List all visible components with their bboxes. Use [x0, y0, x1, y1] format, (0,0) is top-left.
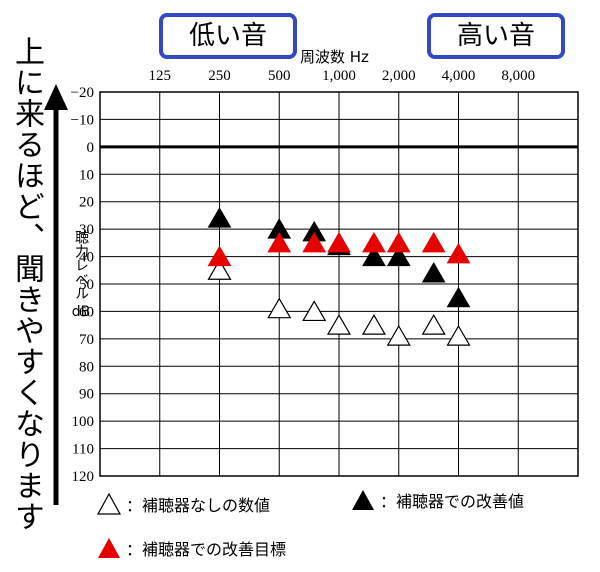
up-arrow-head	[44, 84, 68, 110]
black-triangle-marker	[207, 207, 232, 228]
y-tick-label: 30	[79, 222, 94, 238]
x-tick-label: 2,000	[382, 68, 416, 84]
open-triangle-marker	[326, 313, 352, 335]
open-triangle-marker	[267, 297, 292, 319]
open-triangle-marker	[207, 259, 232, 280]
y-tick-label: 60	[79, 304, 94, 320]
x-tick-label: 8,000	[501, 68, 535, 84]
side-note: 上に来るほど、聞きやすくなります	[9, 36, 44, 532]
legend-label-target: ：補聴器での改善目標	[126, 540, 287, 559]
y-tick-label: 20	[79, 195, 94, 211]
legend-item-none: ：補聴器なしの数値	[96, 492, 270, 516]
x-tick-label: 500	[268, 68, 291, 84]
high-sound-label: 高い音	[427, 13, 565, 59]
x-tick-label: 250	[208, 68, 231, 84]
legend-item-improved: ：補聴器での改善値	[350, 488, 524, 512]
open-triangle-marker	[386, 324, 411, 346]
red-triangle-marker	[386, 231, 411, 253]
open-triangle-marker	[446, 324, 471, 346]
y-axis-title-main: 聴力レベル	[73, 230, 89, 300]
black-triangle-marker	[446, 286, 471, 308]
open-triangle-marker	[302, 300, 327, 322]
y-tick-label: −20	[71, 85, 94, 101]
black-triangle-marker	[362, 245, 386, 267]
open-triangle-marker	[421, 313, 446, 335]
y-tick-label: −10	[71, 112, 94, 128]
red-triangle-marker	[446, 242, 471, 264]
legend-label-improved: ：補聴器での改善値	[380, 492, 525, 511]
y-tick-label: 50	[79, 277, 94, 293]
y-tick-label: 80	[79, 359, 94, 375]
y-tick-label: 120	[72, 469, 95, 485]
y-tick-label: 40	[79, 250, 94, 266]
black-triangle-marker	[421, 262, 446, 283]
open-triangle-icon	[96, 492, 122, 515]
red-triangle-marker	[327, 231, 351, 253]
low-sound-label: 低い音	[159, 13, 297, 59]
red-triangle-marker	[267, 231, 292, 253]
y-tick-label: 90	[79, 387, 94, 403]
black-triangle-icon	[352, 490, 374, 510]
y-axis-title-unit: dB	[71, 304, 91, 320]
red-triangle-marker	[421, 231, 446, 253]
y-tick-label: 0	[87, 140, 95, 156]
black-triangle-marker	[386, 245, 411, 267]
y-axis-title: 聴力レベル dB	[66, 230, 96, 320]
y-tick-label: 110	[72, 442, 94, 458]
red-triangle-marker	[207, 245, 232, 267]
red-triangle-marker	[302, 231, 327, 253]
legend-label-none: ：補聴器なしの数値	[126, 496, 271, 515]
red-triangle-icon	[98, 538, 120, 558]
y-tick-label: 100	[72, 414, 95, 430]
red-triangle-marker	[362, 231, 386, 253]
x-tick-label: 125	[149, 68, 172, 84]
x-tick-label: 4,000	[442, 68, 476, 84]
legend-item-target: ：補聴器での改善目標	[96, 536, 286, 560]
y-tick-label: 10	[79, 167, 94, 183]
x-tick-label: 1,000	[322, 68, 356, 84]
frequency-axis-title: 周波数 Hz	[300, 48, 369, 66]
y-tick-label: 70	[79, 332, 94, 348]
open-triangle-marker	[361, 313, 386, 335]
plot-area: 125 250 500 1,000 2,000 4,000 8,000 −20 −10 0 10 20…	[71, 68, 579, 485]
